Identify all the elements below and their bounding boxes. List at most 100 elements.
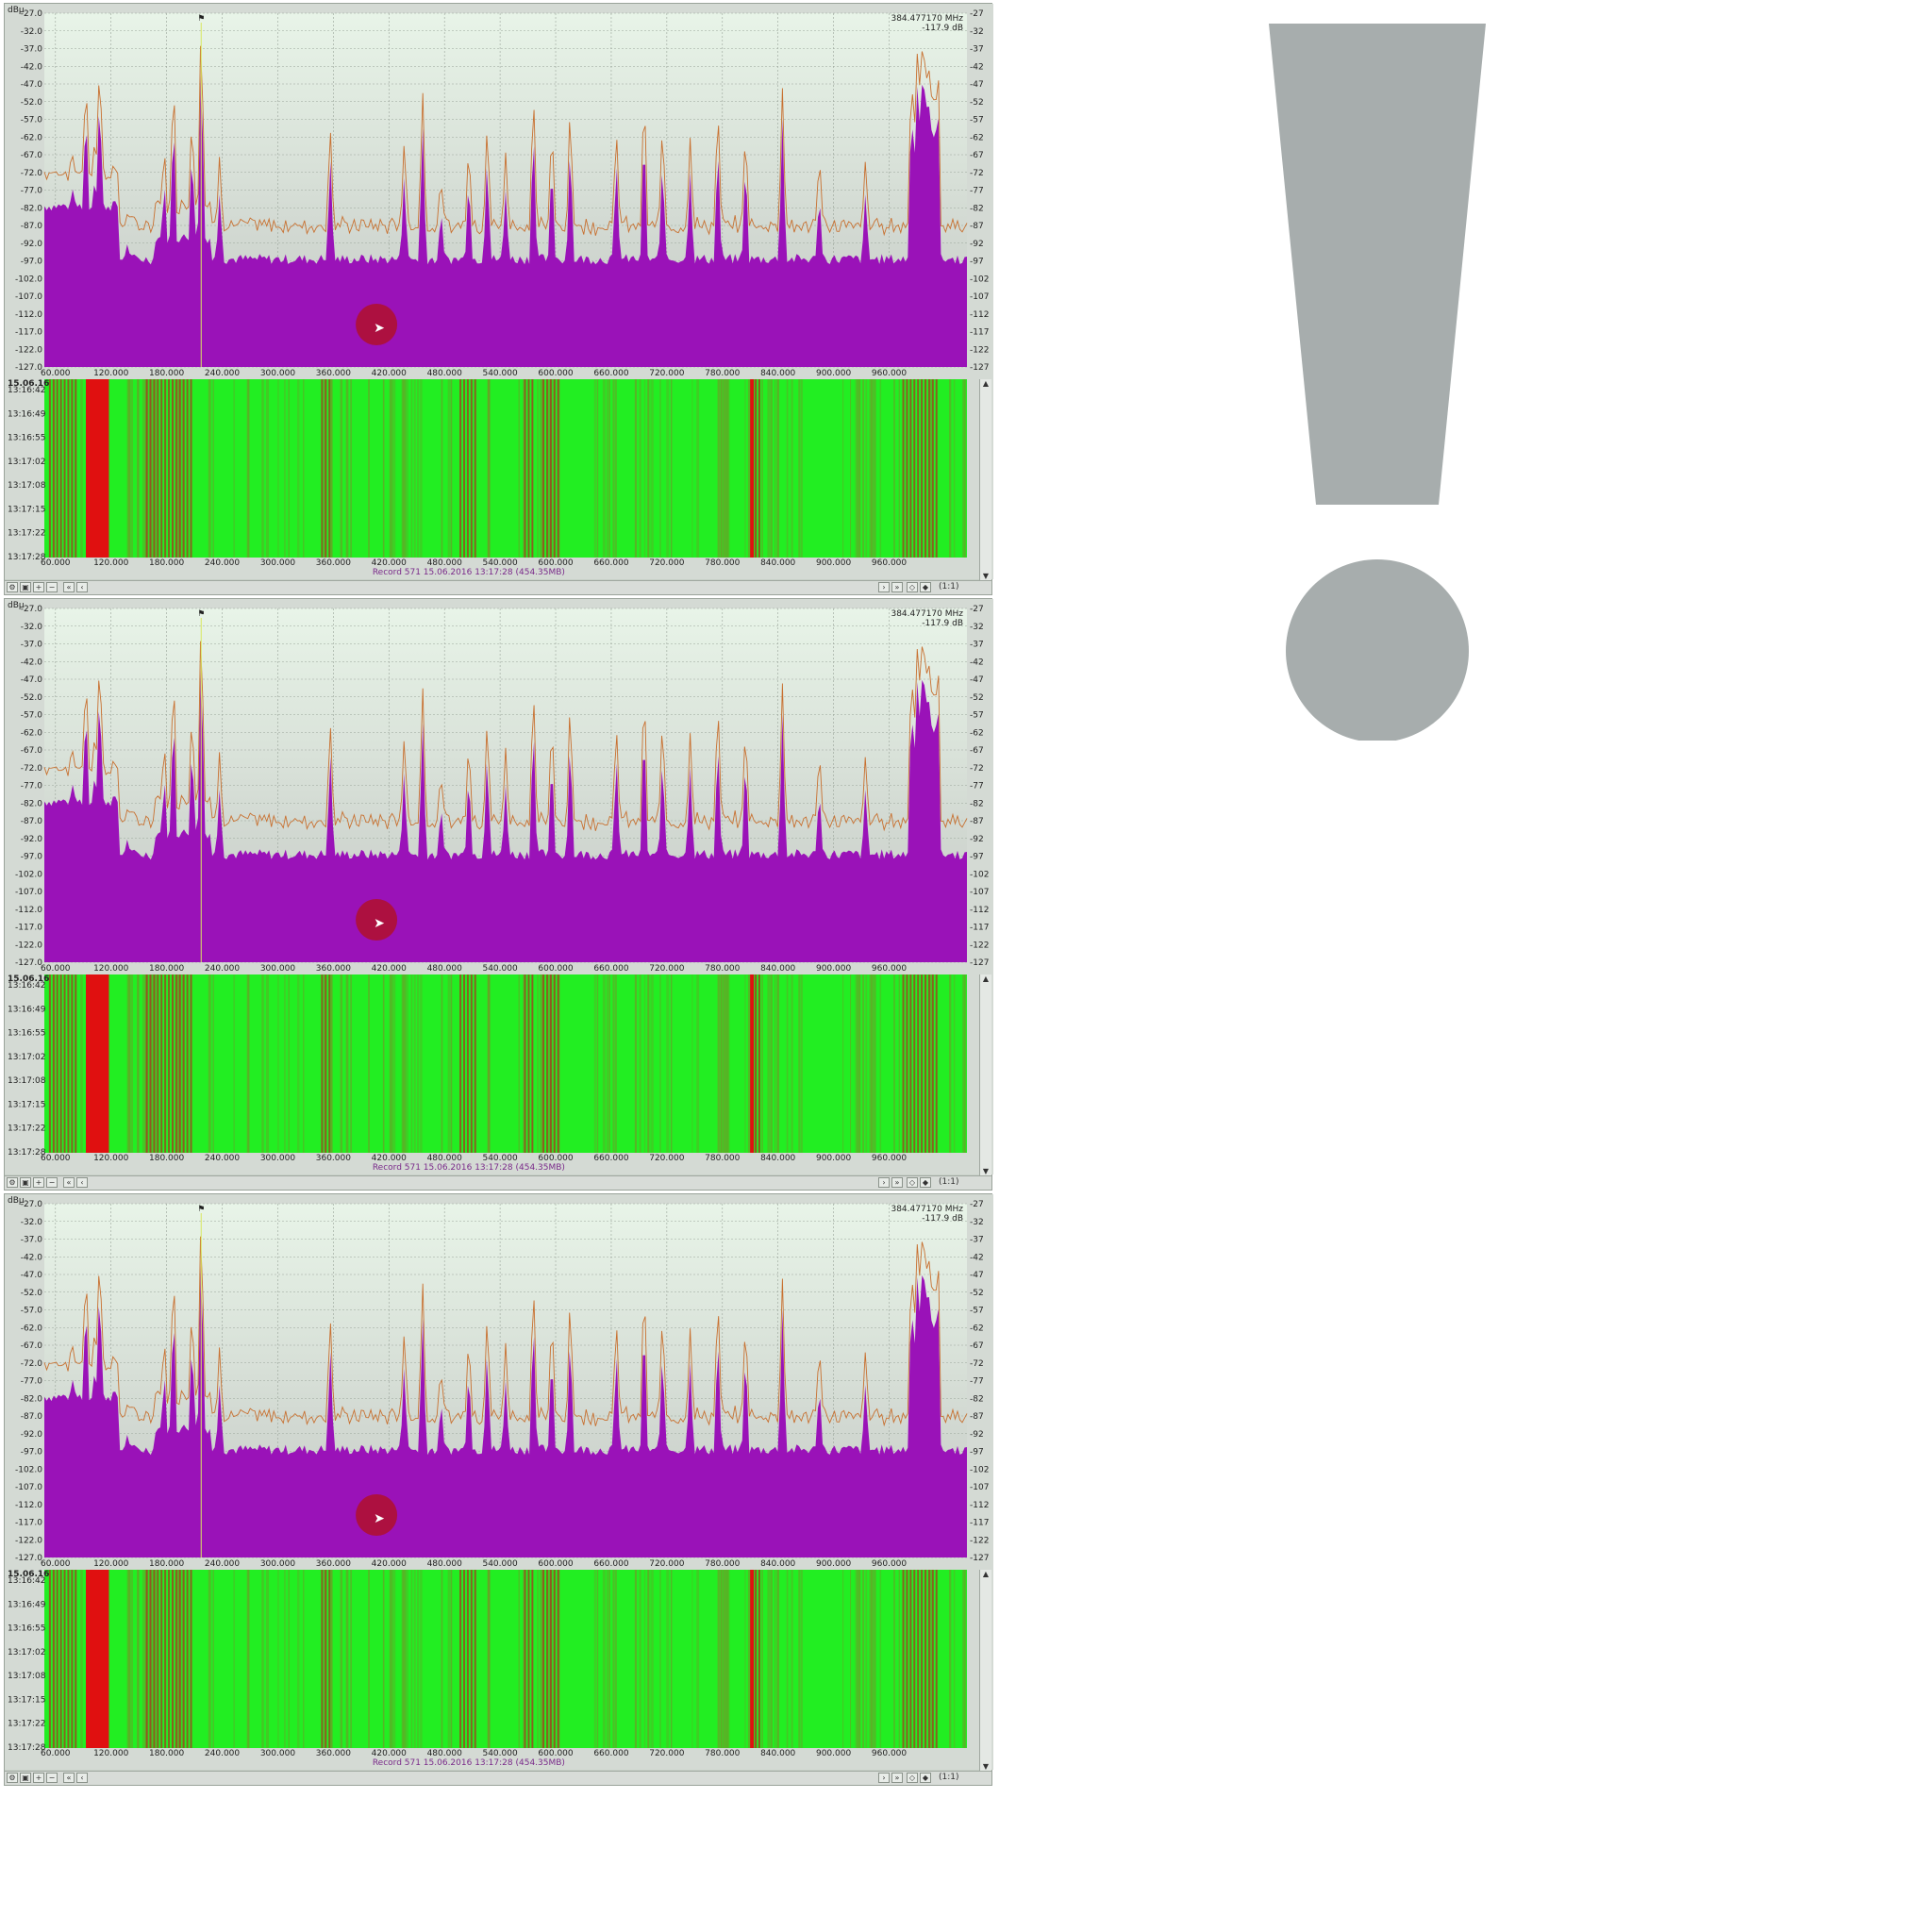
zoom-in-icon[interactable]: + [33,1773,44,1783]
step-back-icon[interactable]: ‹ [76,582,88,592]
spectrum-graph[interactable]: -27.0 -27 -32.0 -32 -37.0 -37 -42.0 -42 -47.0 -47… [5,1194,993,1567]
waterfall-area[interactable] [44,379,967,558]
y-tick-label-right: -52 [970,1289,984,1298]
rewind-icon[interactable]: « [63,1177,75,1188]
play-icon[interactable]: › [878,1773,890,1783]
fast-forward-icon[interactable]: » [891,1177,903,1188]
scroll-bottom-icon[interactable]: ▼ [982,1167,990,1175]
waterfall-signal-line [390,1570,393,1748]
waterfall-signal-line [331,379,333,558]
y-tick-label: -112.0 [15,1501,42,1510]
waterfall-warm-band [927,1570,930,1748]
waterfall-warm-band [328,1570,331,1748]
waterfall-signal-line [80,974,83,1153]
scroll-bottom-icon[interactable]: ▼ [982,1762,990,1771]
marker-flag-icon[interactable]: ⚑ [197,1205,205,1214]
waterfall-signal-line [893,974,895,1153]
scroll-top-icon[interactable]: ▲ [982,1570,990,1578]
play-icon[interactable]: › [878,582,890,592]
waterfall-signal-line [331,1570,333,1748]
x-tick-label: 120.000 [93,1749,128,1758]
waterfall-vertical-scrollbar[interactable]: ▲ ▼ [979,1570,991,1772]
mouse-pointer-icon: ➤ [374,1511,385,1526]
waterfall-signal-line [233,379,236,558]
x-tick-label: 60.000 [41,369,71,376]
settings-icon[interactable]: ⚙ [7,1773,18,1783]
step-back-icon[interactable]: ‹ [76,1177,88,1188]
marker-icon[interactable]: ◆ [920,1773,931,1783]
scroll-bottom-icon[interactable]: ▼ [982,572,990,580]
fast-forward-icon[interactable]: » [891,582,903,592]
time-tick-label: 13:17:15 [8,505,45,514]
fit-icon[interactable]: ◇ [907,1177,918,1188]
waterfall-signal-line [176,1570,180,1748]
waterfall-warm-band [178,1570,181,1748]
waterfall-warm-band [178,974,181,1153]
marker-icon[interactable]: ◆ [920,582,931,592]
y-tick-label-right: -42 [970,658,984,667]
waterfall-signal-line [607,974,608,1153]
scroll-top-icon[interactable]: ▲ [982,379,990,388]
waterfall-signal-line [761,1570,763,1748]
print-icon[interactable]: ▣ [20,582,31,592]
x-tick-label: 600.000 [538,1154,573,1163]
waterfall-vertical-scrollbar[interactable]: ▲ ▼ [979,379,991,581]
print-icon[interactable]: ▣ [20,1177,31,1188]
print-icon[interactable]: ▣ [20,1773,31,1783]
waterfall-signal-line [552,379,555,558]
rewind-icon[interactable]: « [63,1773,75,1783]
waterfall-warm-band [931,379,934,558]
waterfall-area[interactable] [44,974,967,1153]
waterfall-date: 15.06.16 [8,974,49,984]
y-tick-label: -77.0 [21,782,43,791]
y-tick-label-right: -52 [970,98,984,108]
click-indicator [356,1494,398,1536]
marker-readout-level: -117.9 dB [922,619,963,628]
waterfall-signal-line [593,974,596,1153]
y-tick-label: -27.0 [21,9,43,19]
waterfall-signal-line [401,1570,405,1748]
waterfall-signal-line [855,379,858,558]
zoom-in-icon[interactable]: + [33,1177,44,1188]
waterfall-warm-band [67,379,70,558]
marker-flag-icon[interactable]: ⚑ [197,14,205,24]
waterfall-signal-line [341,1570,342,1748]
waterfall-signal-line [487,974,491,1153]
step-back-icon[interactable]: ‹ [76,1773,88,1783]
mouse-pointer-icon: ➤ [374,916,385,931]
fit-icon[interactable]: ◇ [907,582,918,592]
spectrum-graph[interactable]: -27.0 -27 -32.0 -32 -37.0 -37 -42.0 -42 -47.0 -47… [5,599,993,972]
waterfall-area[interactable] [44,1570,967,1748]
zoom-out-icon[interactable]: − [46,1177,58,1188]
waterfall-signal-line [265,974,269,1153]
waterfall-signal-line [614,974,617,1153]
y-tick-label-right: -37 [970,641,984,650]
spectrum-window-3: -27.0 -27 -32.0 -32 -37.0 -37 -42.0 -42 -47.0 -47… [4,1193,993,1786]
y-tick-label-right: -57 [970,1307,984,1316]
marker-icon[interactable]: ◆ [920,1177,931,1188]
waterfall-warm-band [524,1570,526,1748]
zoom-out-icon[interactable]: − [46,1773,58,1783]
settings-icon[interactable]: ⚙ [7,1177,18,1188]
fast-forward-icon[interactable]: » [891,1773,903,1783]
waterfall-warm-band [557,974,559,1153]
marker-flag-icon[interactable]: ⚑ [197,609,205,619]
play-icon[interactable]: › [878,1177,890,1188]
waterfall-warm-band [463,1570,466,1748]
zoom-in-icon[interactable]: + [33,582,44,592]
fit-icon[interactable]: ◇ [907,1773,918,1783]
y-tick-label: -97.0 [21,258,43,267]
scroll-top-icon[interactable]: ▲ [982,974,990,983]
spectrum-window-2: -27.0 -27 -32.0 -32 -37.0 -37 -42.0 -42 -47.0 -47… [4,598,993,1191]
rewind-icon[interactable]: « [63,582,75,592]
exclamation-dot [1286,559,1469,741]
x-tick-label: 600.000 [538,1559,573,1567]
zoom-out-icon[interactable]: − [46,582,58,592]
spectrum-graph[interactable]: -27.0 -27 -32.0 -32 -37.0 -37 -42.0 -42 -47.0 -47… [5,4,993,376]
settings-icon[interactable]: ⚙ [7,582,18,592]
waterfall-vertical-scrollbar[interactable]: ▲ ▼ [979,974,991,1176]
x-tick-label: 960.000 [872,369,907,376]
